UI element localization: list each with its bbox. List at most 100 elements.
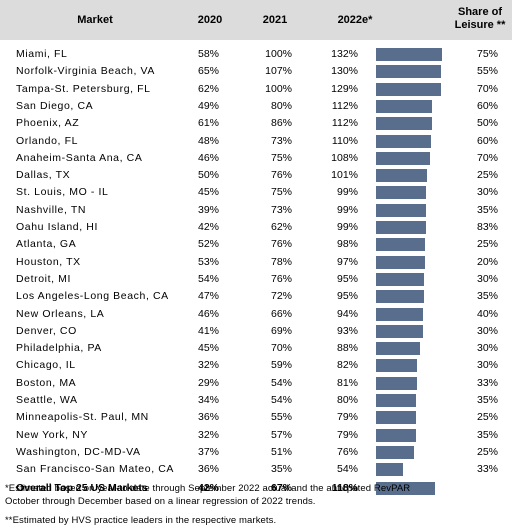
- share-of-leisure: 35%: [476, 394, 498, 406]
- value-2022e: 112%: [331, 99, 358, 112]
- value-2020: 39%: [197, 203, 219, 216]
- value-2022e: 80%: [336, 394, 358, 406]
- table-row: Seattle, WA 34% 54% 80% 35%: [0, 392, 512, 409]
- table-row: Detroit, MI 54% 76% 95% 30%: [0, 271, 512, 288]
- table-row: Phoenix, AZ 61% 86% 112% 50%: [0, 115, 512, 132]
- market-name: New Orleans, LA: [16, 307, 105, 320]
- share-of-leisure: 35%: [476, 290, 498, 303]
- value-2020: 46%: [197, 307, 219, 320]
- footnotes: *Estimated based on year-to-date through…: [5, 482, 510, 527]
- share-of-leisure: 60%: [476, 134, 498, 147]
- table-header: Market 2020 2021 2022e* Share of Leisure…: [0, 0, 512, 40]
- value-2020: 32%: [197, 428, 219, 441]
- bar-2022e: [376, 238, 425, 252]
- value-2021: 76%: [270, 238, 292, 251]
- market-name: New York, NY: [16, 428, 88, 441]
- value-2022e: 99%: [336, 186, 358, 199]
- market-name: Miami, FL: [16, 48, 68, 60]
- value-2021: 86%: [270, 117, 292, 130]
- value-2022e: 129%: [331, 82, 358, 95]
- table-row: Boston, MA 29% 54% 81% 33%: [0, 375, 512, 392]
- bar-2022e: [376, 307, 423, 321]
- value-2021: 72%: [270, 290, 292, 303]
- bar-2022e: [376, 324, 423, 338]
- market-name: Orlando, FL: [16, 134, 79, 147]
- footnote-2: **Estimated by HVS practice leaders in t…: [5, 515, 277, 526]
- share-of-leisure: 25%: [476, 169, 498, 182]
- value-2021: 76%: [270, 169, 292, 182]
- table-row: Philadelphia, PA 45% 70% 88% 30%: [0, 340, 512, 357]
- value-2020: 46%: [197, 151, 219, 164]
- market-name: Detroit, MI: [16, 272, 72, 285]
- value-2021: 73%: [270, 203, 292, 216]
- market-name: Denver, CO: [16, 324, 77, 337]
- value-2020: 34%: [197, 394, 219, 406]
- value-2021: 107%: [265, 65, 292, 78]
- value-2022e: 101%: [331, 169, 358, 182]
- value-2021: 75%: [270, 151, 292, 164]
- table-row: Orlando, FL 48% 73% 110% 60%: [0, 133, 512, 150]
- value-2021: 51%: [270, 445, 292, 458]
- value-2021: 69%: [270, 324, 292, 337]
- value-2021: 73%: [270, 134, 292, 147]
- value-2022e: 97%: [336, 255, 358, 268]
- market-name: Houston, TX: [16, 255, 81, 268]
- share-of-leisure: 70%: [476, 151, 498, 164]
- bar-2022e: [376, 186, 426, 200]
- market-name: San Diego, CA: [16, 99, 94, 112]
- value-2022e: 99%: [336, 221, 358, 233]
- bar-2022e: [376, 428, 416, 442]
- market-name: Anaheim-Santa Ana, CA: [16, 151, 143, 164]
- share-of-leisure: 33%: [476, 376, 498, 389]
- value-2022e: 54%: [336, 463, 358, 476]
- bar-2022e: [376, 290, 424, 304]
- market-name: San Francisco-San Mateo, CA: [16, 463, 175, 476]
- value-2022e: 98%: [336, 238, 358, 251]
- value-2020: 53%: [197, 255, 219, 268]
- value-2021: 76%: [270, 272, 292, 285]
- table-row: Washington, DC-MD-VA 37% 51% 76% 25%: [0, 444, 512, 461]
- footnote-1: *Estimated based on year-to-date through…: [5, 483, 411, 494]
- value-2020: 32%: [197, 359, 219, 372]
- value-2021: 57%: [270, 428, 292, 441]
- bar-2022e: [376, 151, 430, 165]
- table-row: New Orleans, LA 46% 66% 94% 40%: [0, 306, 512, 323]
- value-2020: 36%: [197, 411, 219, 424]
- bar-2022e: [376, 272, 424, 286]
- market-name: Minneapolis-St. Paul, MN: [16, 411, 149, 424]
- table-row: Miami, FL 58% 100% 132% 75%: [0, 46, 512, 63]
- share-of-leisure: 35%: [476, 203, 498, 216]
- share-of-leisure: 60%: [476, 99, 498, 112]
- value-2020: 41%: [197, 324, 219, 337]
- value-2022e: 81%: [336, 376, 358, 389]
- value-2020: 54%: [197, 272, 219, 285]
- value-2020: 45%: [197, 342, 219, 355]
- bar-2022e: [376, 99, 432, 113]
- share-of-leisure: 75%: [476, 48, 498, 60]
- share-header-line1: Share of: [457, 6, 502, 18]
- table-row: San Francisco-San Mateo, CA 36% 35% 54% 33%: [0, 461, 512, 478]
- value-2022e: 95%: [336, 290, 358, 303]
- bar-2022e: [376, 359, 417, 373]
- market-name: Phoenix, AZ: [16, 117, 80, 130]
- value-2020: 47%: [197, 290, 219, 303]
- table-row: Chicago, IL 32% 59% 82% 30%: [0, 357, 512, 374]
- share-of-leisure: 25%: [476, 445, 498, 458]
- column-header-2020: 2020: [197, 14, 223, 26]
- table-row: Los Angeles-Long Beach, CA 47% 72% 95% 35%: [0, 288, 512, 305]
- table-row: Atlanta, GA 52% 76% 98% 25%: [0, 236, 512, 253]
- value-2022e: 94%: [336, 307, 358, 320]
- value-2020: 50%: [197, 169, 219, 182]
- value-2021: 55%: [270, 411, 292, 424]
- value-2020: 58%: [197, 48, 219, 60]
- value-2022e: 79%: [336, 428, 358, 441]
- column-header-2022e: 2022e*: [337, 14, 373, 26]
- value-2022e: 108%: [331, 151, 358, 164]
- value-2022e: 112%: [331, 117, 358, 130]
- table-row: Denver, CO 41% 69% 93% 30%: [0, 323, 512, 340]
- market-name: Nashville, TN: [16, 203, 87, 216]
- value-2020: 29%: [197, 376, 219, 389]
- bar-2022e: [376, 394, 416, 407]
- value-2022e: 132%: [331, 48, 358, 60]
- table-row: San Diego, CA 49% 80% 112% 60%: [0, 98, 512, 115]
